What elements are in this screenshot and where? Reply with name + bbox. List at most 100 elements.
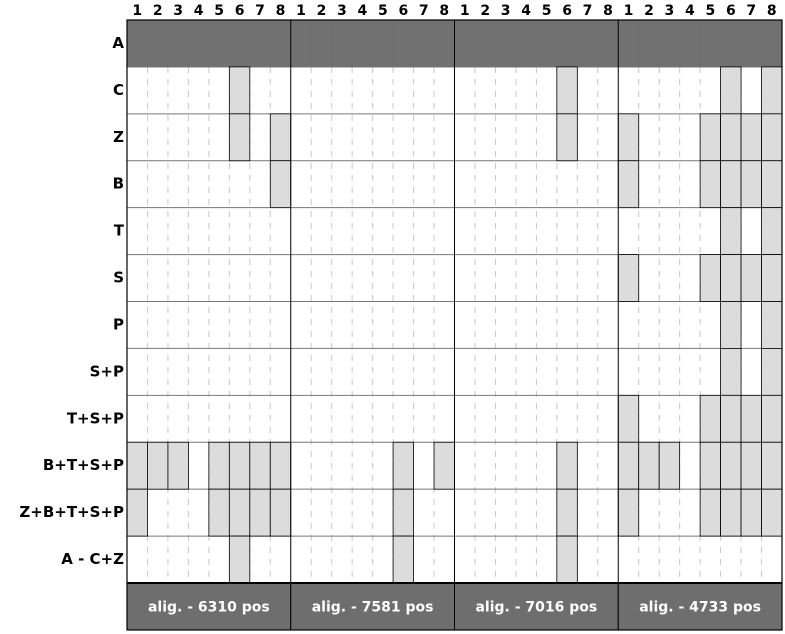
cell — [699, 441, 721, 490]
cell — [167, 489, 189, 537]
cell — [577, 489, 598, 537]
cell — [597, 113, 619, 161]
column-label: 3 — [337, 3, 347, 19]
cell — [740, 19, 762, 68]
cell — [720, 348, 742, 396]
cell — [188, 301, 209, 349]
cell — [536, 301, 557, 349]
cell — [434, 395, 455, 443]
column-label: 2 — [644, 3, 654, 19]
column-label: 6 — [726, 3, 736, 19]
cell — [474, 113, 496, 161]
cell — [127, 348, 148, 396]
cell — [741, 348, 762, 396]
cell — [167, 113, 189, 161]
cell — [720, 113, 742, 162]
cell — [597, 66, 619, 114]
row-label: B — [113, 175, 124, 193]
cell — [515, 301, 537, 349]
cell — [331, 301, 353, 349]
cell — [249, 488, 271, 537]
cell — [556, 441, 578, 490]
cell — [495, 19, 517, 68]
cell — [597, 254, 619, 302]
cell — [167, 254, 189, 302]
cell — [761, 301, 783, 349]
cell — [147, 19, 169, 68]
cell — [147, 395, 168, 443]
row-label: A - C+Z — [61, 550, 124, 568]
cell — [536, 348, 557, 396]
cell — [228, 19, 251, 68]
cell — [147, 301, 168, 349]
cell — [392, 488, 414, 537]
column-label: 3 — [501, 3, 511, 19]
cell — [536, 536, 557, 583]
cell — [638, 19, 660, 68]
cell — [597, 348, 619, 396]
column-label: 8 — [603, 3, 613, 19]
cell — [393, 254, 414, 302]
cell — [577, 348, 598, 396]
cell — [127, 254, 148, 302]
cell — [536, 66, 557, 114]
column-label: 4 — [521, 3, 531, 19]
cell — [658, 441, 681, 490]
cell — [372, 254, 394, 302]
cell — [515, 66, 537, 114]
cell — [434, 113, 455, 161]
cell — [536, 160, 557, 208]
cell — [495, 160, 516, 208]
column-label: 5 — [542, 3, 552, 19]
cell — [167, 395, 189, 443]
cell — [270, 348, 291, 396]
row-label: S — [113, 269, 124, 287]
cell — [536, 489, 557, 537]
cell — [127, 536, 148, 583]
cell — [597, 395, 619, 443]
cell — [188, 19, 210, 68]
column-label: 7 — [746, 3, 756, 19]
cell — [393, 66, 414, 114]
cell — [556, 488, 578, 537]
cell — [147, 536, 168, 583]
cell — [372, 301, 394, 349]
cell — [147, 348, 168, 396]
cell — [515, 207, 537, 255]
cell — [372, 113, 394, 161]
cell — [515, 19, 537, 68]
column-label: 4 — [194, 3, 204, 19]
cell — [311, 348, 332, 396]
cell — [720, 536, 742, 583]
row-label: S+P — [90, 362, 124, 380]
cell — [311, 207, 332, 255]
cell — [720, 301, 742, 349]
cell — [740, 394, 762, 443]
cell — [208, 66, 230, 114]
cell — [556, 19, 578, 68]
block-footer — [126, 582, 292, 631]
cell — [249, 113, 271, 161]
cell — [495, 348, 516, 396]
cell — [208, 160, 230, 208]
column-label: 2 — [317, 3, 327, 19]
cell — [699, 160, 721, 209]
cell — [249, 160, 271, 208]
cell — [576, 19, 599, 68]
cell — [495, 489, 516, 537]
cell — [228, 113, 251, 162]
cell — [454, 442, 475, 490]
column-label: 2 — [480, 3, 490, 19]
cell — [228, 488, 251, 537]
cell — [536, 254, 557, 302]
cell — [720, 207, 742, 255]
cell — [515, 442, 537, 490]
cell — [352, 301, 373, 349]
cell — [617, 254, 640, 302]
cell — [679, 113, 701, 161]
cell — [372, 66, 394, 114]
row-label: B+T+S+P — [43, 456, 124, 474]
cell — [700, 348, 721, 396]
cell — [556, 348, 578, 396]
